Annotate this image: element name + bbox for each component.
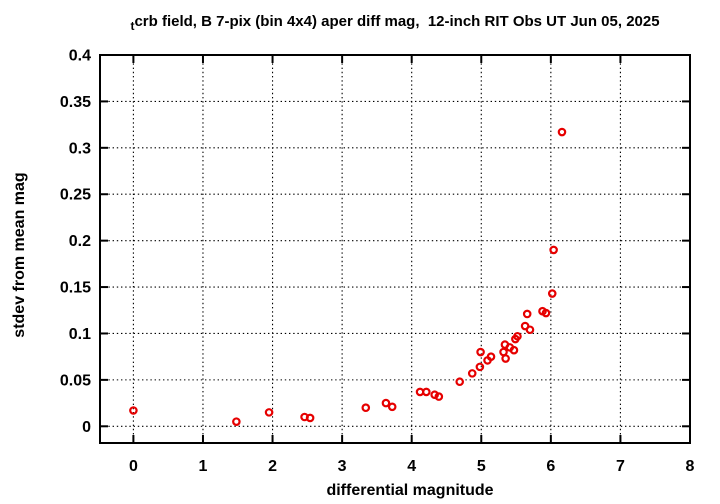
y-tick-label: 0.25 bbox=[60, 187, 91, 204]
data-point bbox=[525, 325, 535, 335]
data-point bbox=[305, 413, 315, 423]
y-tick-label: 0.2 bbox=[69, 233, 91, 250]
x-axis-label: differential magnitude bbox=[326, 482, 493, 499]
y-tick-label: 0.1 bbox=[69, 326, 91, 343]
y-tick-label: 0 bbox=[82, 419, 91, 436]
chart-title-subscript: t bbox=[130, 19, 135, 33]
data-point bbox=[476, 347, 485, 357]
data-point bbox=[361, 403, 371, 413]
x-tick-label: 5 bbox=[477, 458, 486, 475]
data-point bbox=[513, 331, 522, 341]
x-tick-label: 2 bbox=[268, 458, 277, 475]
chart-title-text: crb field, B 7-pix (bin 4x4) aper diff m… bbox=[134, 13, 660, 30]
data-point bbox=[264, 408, 274, 417]
data-point bbox=[522, 309, 532, 319]
y-tick-label: 0.4 bbox=[69, 48, 91, 65]
y-tick-label: 0.3 bbox=[69, 140, 91, 157]
data-point bbox=[387, 402, 397, 412]
x-tick-label: 8 bbox=[686, 458, 695, 475]
x-tick-label: 3 bbox=[338, 458, 347, 475]
x-tick-label: 1 bbox=[199, 458, 208, 475]
data-point bbox=[422, 387, 431, 397]
y-tick-label: 0.15 bbox=[60, 280, 91, 297]
data-point bbox=[475, 362, 485, 372]
data-point bbox=[501, 354, 510, 363]
data-point bbox=[232, 417, 241, 426]
data-point bbox=[381, 398, 391, 408]
y-axis-label: stdev from mean mag bbox=[11, 172, 28, 337]
data-point bbox=[129, 406, 138, 415]
data-point bbox=[486, 352, 496, 361]
x-tick-label: 7 bbox=[616, 458, 625, 475]
data-point bbox=[549, 245, 558, 255]
data-point bbox=[455, 377, 465, 387]
data-point bbox=[557, 127, 567, 137]
data-point bbox=[541, 308, 551, 318]
data-point bbox=[434, 392, 444, 401]
data-point bbox=[509, 345, 519, 355]
plot-frame bbox=[99, 54, 691, 444]
chart-title: tcrb field, B 7-pix (bin 4x4) aper diff … bbox=[100, 13, 690, 33]
x-tick-label: 6 bbox=[546, 458, 555, 475]
x-tick-label: 0 bbox=[129, 458, 138, 475]
y-tick-label: 0.05 bbox=[60, 372, 91, 389]
data-point bbox=[467, 369, 477, 378]
data-point bbox=[547, 289, 557, 298]
y-tick-label: 0.35 bbox=[60, 94, 91, 111]
data-point bbox=[430, 390, 439, 400]
x-tick-label: 4 bbox=[407, 458, 416, 475]
